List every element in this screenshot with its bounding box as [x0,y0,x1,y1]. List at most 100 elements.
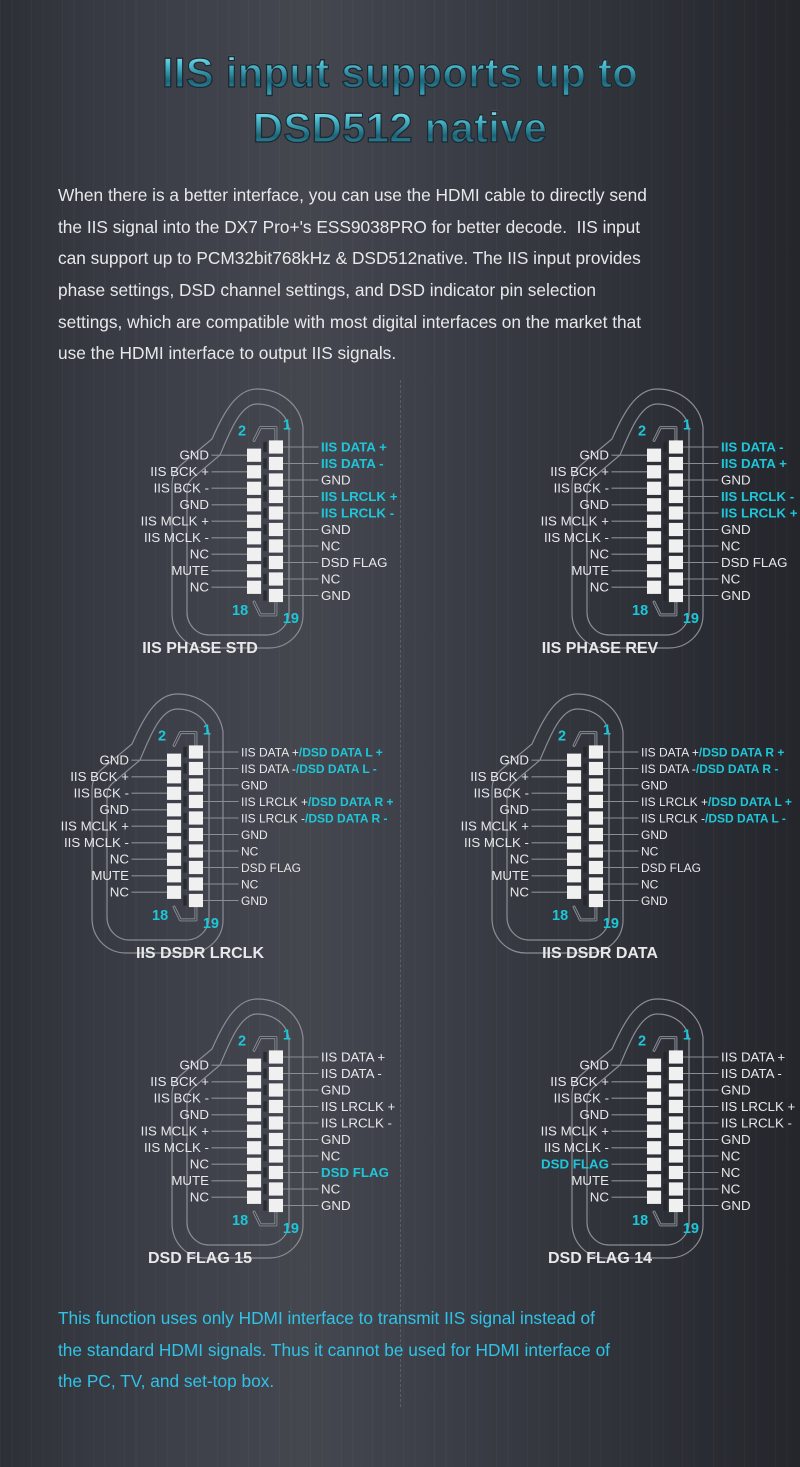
svg-text:NC: NC [110,885,130,900]
svg-text:NC: NC [721,1148,741,1163]
svg-text:GND: GND [721,588,751,603]
svg-text:DSD FLAG 14: DSD FLAG 14 [548,1250,652,1267]
svg-text:GND: GND [579,1058,609,1073]
svg-text:GND: GND [321,588,351,603]
svg-text:IIS DATA +: IIS DATA + [321,1049,385,1064]
svg-text:IIS DATA -/DSD DATA L -: IIS DATA -/DSD DATA L - [241,762,377,776]
svg-text:IIS DATA +/DSD DATA L +: IIS DATA +/DSD DATA L + [241,745,383,759]
svg-text:18: 18 [232,1213,248,1229]
svg-text:GND: GND [321,1082,351,1097]
svg-text:IIS BCK +: IIS BCK + [70,769,129,784]
svg-text:IIS MCLK -: IIS MCLK - [64,835,129,850]
svg-text:IIS BCK +: IIS BCK + [150,1074,209,1089]
svg-text:GND: GND [579,497,609,512]
svg-text:1: 1 [683,417,691,433]
svg-text:19: 19 [603,916,619,932]
svg-text:NC: NC [721,571,741,586]
svg-text:1: 1 [283,417,291,433]
svg-text:IIS BCK +: IIS BCK + [550,464,609,479]
svg-text:MUTE: MUTE [571,1173,609,1188]
svg-text:IIS MCLK +: IIS MCLK + [541,514,610,529]
svg-text:DSD FLAG: DSD FLAG [321,555,388,570]
svg-text:2: 2 [238,1034,246,1050]
svg-text:18: 18 [152,908,168,924]
svg-text:MUTE: MUTE [91,868,129,883]
svg-text:IIS LRCLK +/DSD DATA R +: IIS LRCLK +/DSD DATA R + [241,795,393,809]
svg-text:IIS DSDR DATA: IIS DSDR DATA [542,945,658,962]
svg-text:NC: NC [190,1157,210,1172]
svg-text:IIS MCLK -: IIS MCLK - [544,530,609,545]
svg-text:IIS LRCLK -/DSD DATA R -: IIS LRCLK -/DSD DATA R - [241,811,387,825]
svg-text:GND: GND [579,1107,609,1122]
svg-text:2: 2 [638,1034,646,1050]
svg-text:GND: GND [179,1107,209,1122]
svg-text:DSD FLAG: DSD FLAG [721,555,788,570]
svg-text:GND: GND [721,1082,751,1097]
svg-text:NC: NC [321,1148,341,1163]
svg-text:IIS LRCLK -: IIS LRCLK - [321,1115,392,1130]
svg-text:GND: GND [241,828,268,842]
svg-text:NC: NC [241,844,259,858]
svg-text:IIS LRCLK +: IIS LRCLK + [721,505,798,520]
svg-text:GND: GND [721,472,751,487]
svg-text:IIS LRCLK -: IIS LRCLK - [721,1115,792,1130]
svg-text:GND: GND [321,1198,351,1213]
svg-text:IIS BCK +: IIS BCK + [550,1074,609,1089]
svg-text:GND: GND [99,753,129,768]
svg-text:IIS DATA -: IIS DATA - [321,1066,382,1081]
svg-text:IIS DATA +/DSD DATA R +: IIS DATA +/DSD DATA R + [641,745,784,759]
svg-text:MUTE: MUTE [171,1173,209,1188]
svg-text:IIS LRCLK -: IIS LRCLK - [721,489,794,504]
svg-text:IIS LRCLK +: IIS LRCLK + [721,1099,796,1114]
svg-text:GND: GND [179,1058,209,1073]
svg-text:IIS LRCLK +/DSD DATA L +: IIS LRCLK +/DSD DATA L + [641,795,792,809]
svg-text:GND: GND [721,1132,751,1147]
svg-text:NC: NC [110,852,130,867]
svg-text:GND: GND [499,753,529,768]
svg-text:GND: GND [241,778,268,792]
svg-text:IIS BCK -: IIS BCK - [554,1091,609,1106]
svg-text:18: 18 [232,603,248,619]
svg-text:IIS DSDR LRCLK: IIS DSDR LRCLK [136,945,264,962]
svg-text:IIS DATA +: IIS DATA + [321,439,387,454]
svg-text:NC: NC [510,885,530,900]
svg-text:IIS MCLK +: IIS MCLK + [141,1124,210,1139]
svg-text:IIS MCLK -: IIS MCLK - [464,835,529,850]
svg-text:DSD FLAG: DSD FLAG [641,861,701,875]
svg-text:IIS BCK -: IIS BCK - [154,1091,209,1106]
svg-text:NC: NC [190,580,210,595]
svg-text:IIS DATA -: IIS DATA - [721,439,784,454]
svg-text:18: 18 [632,603,648,619]
svg-text:1: 1 [283,1027,291,1043]
svg-text:19: 19 [283,1221,299,1237]
svg-text:GND: GND [499,802,529,817]
svg-text:1: 1 [603,722,611,738]
svg-text:2: 2 [558,729,566,745]
svg-text:IIS PHASE STD: IIS PHASE STD [142,640,258,657]
svg-text:18: 18 [552,908,568,924]
svg-text:GND: GND [641,778,668,792]
svg-text:NC: NC [321,571,341,586]
svg-text:IIS MCLK +: IIS MCLK + [141,514,210,529]
svg-text:IIS MCLK -: IIS MCLK - [144,1140,209,1155]
svg-text:19: 19 [283,611,299,627]
svg-text:MUTE: MUTE [491,868,529,883]
svg-text:MUTE: MUTE [171,563,209,578]
svg-text:IIS DATA +: IIS DATA + [721,1049,785,1064]
svg-text:NC: NC [590,580,610,595]
svg-text:GND: GND [721,1198,751,1213]
svg-text:DSD FLAG: DSD FLAG [541,1157,609,1172]
svg-text:GND: GND [321,522,351,537]
svg-text:IIS MCLK -: IIS MCLK - [544,1140,609,1155]
svg-text:IIS BCK -: IIS BCK - [474,786,529,801]
svg-text:DSD FLAG 15: DSD FLAG 15 [148,1250,252,1267]
svg-text:NC: NC [190,547,210,562]
svg-text:IIS BCK -: IIS BCK - [154,481,209,496]
svg-text:GND: GND [99,802,129,817]
svg-text:NC: NC [590,1190,610,1205]
svg-text:NC: NC [590,547,610,562]
svg-text:NC: NC [641,844,659,858]
svg-text:GND: GND [241,894,268,908]
svg-text:NC: NC [721,538,741,553]
svg-text:IIS DATA -: IIS DATA - [321,456,384,471]
